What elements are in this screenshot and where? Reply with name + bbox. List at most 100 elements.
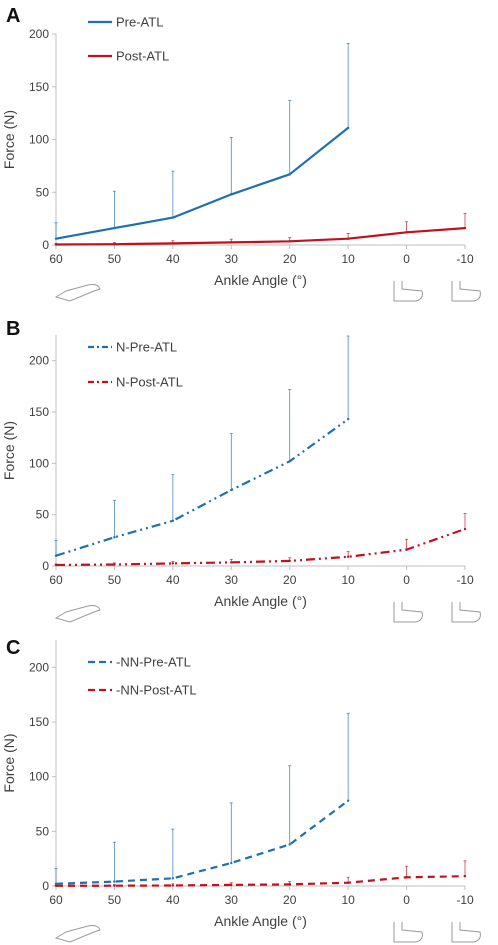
y-tick-label: 100 bbox=[29, 456, 49, 470]
x-axis-label: Ankle Angle (°) bbox=[214, 593, 307, 609]
x-tick-label: 20 bbox=[283, 573, 297, 587]
y-tick-label: 50 bbox=[36, 508, 50, 522]
foot-icon bbox=[54, 284, 101, 302]
y-axis-label: Force (N) bbox=[1, 421, 17, 480]
data-point bbox=[405, 876, 408, 879]
data-point bbox=[346, 881, 350, 884]
x-tick-label: 30 bbox=[225, 573, 239, 587]
data-point bbox=[288, 173, 291, 176]
y-tick-label: 200 bbox=[29, 660, 49, 674]
data-point bbox=[230, 561, 233, 564]
data-point bbox=[171, 519, 175, 523]
x-tick-label: 60 bbox=[49, 573, 63, 587]
y-tick-label: 50 bbox=[36, 185, 50, 199]
data-point bbox=[113, 884, 116, 887]
series-nn-pre-atl bbox=[54, 712, 350, 886]
data-point bbox=[54, 554, 58, 557]
x-tick-label: 50 bbox=[108, 893, 122, 907]
x-tick-label: 40 bbox=[166, 252, 180, 266]
foot-icon bbox=[451, 281, 481, 302]
y-axis-label: Force (N) bbox=[1, 733, 17, 792]
data-point bbox=[463, 874, 467, 878]
x-tick-label: 0 bbox=[403, 252, 410, 266]
data-point bbox=[346, 237, 350, 240]
data-point bbox=[288, 460, 291, 463]
legend-label: -NN-Post-ATL bbox=[116, 683, 197, 698]
data-point bbox=[230, 861, 233, 865]
legend-label: -NN-Pre-ATL bbox=[116, 655, 191, 670]
foot-icon bbox=[451, 922, 481, 943]
data-point bbox=[171, 216, 175, 219]
x-tick-label: 30 bbox=[225, 252, 239, 266]
panel-letter: C bbox=[6, 637, 20, 659]
foot-icon bbox=[393, 281, 423, 302]
x-tick-label: -10 bbox=[456, 573, 474, 587]
x-axis-label: Ankle Angle (°) bbox=[214, 913, 307, 929]
x-tick-label: 10 bbox=[341, 252, 355, 266]
y-tick-label: 150 bbox=[29, 715, 49, 729]
series-n-post-atl bbox=[54, 513, 467, 567]
y-tick-label: 150 bbox=[29, 80, 49, 94]
y-tick-label: 0 bbox=[42, 559, 49, 573]
legend-label: Post-ATL bbox=[116, 49, 169, 64]
x-tick-label: 60 bbox=[49, 893, 63, 907]
x-tick-label: -10 bbox=[456, 252, 474, 266]
data-point bbox=[54, 563, 58, 567]
x-tick-label: 50 bbox=[108, 252, 122, 266]
x-tick-label: 50 bbox=[108, 573, 122, 587]
data-point bbox=[346, 126, 350, 130]
x-tick-label: 20 bbox=[283, 252, 297, 266]
data-point bbox=[288, 883, 291, 886]
y-tick-label: 50 bbox=[36, 824, 50, 838]
data-point bbox=[288, 559, 291, 563]
x-tick-label: 60 bbox=[49, 252, 63, 266]
x-tick-label: 10 bbox=[341, 893, 355, 907]
y-tick-label: 0 bbox=[42, 879, 49, 893]
data-point bbox=[230, 883, 233, 887]
data-point bbox=[54, 884, 58, 887]
legend-label: N-Pre-ATL bbox=[116, 340, 177, 355]
foot-icon bbox=[393, 602, 423, 623]
data-point bbox=[54, 237, 58, 240]
data-point bbox=[230, 488, 233, 492]
data-point bbox=[113, 226, 116, 230]
series-line bbox=[55, 127, 349, 240]
data-point bbox=[171, 242, 175, 245]
data-point bbox=[113, 242, 116, 246]
foot-icon bbox=[54, 925, 101, 943]
data-point bbox=[346, 799, 350, 802]
data-point bbox=[171, 562, 175, 565]
series-nn-post-atl bbox=[54, 860, 467, 887]
data-point bbox=[288, 240, 291, 243]
data-point bbox=[346, 417, 350, 421]
data-point bbox=[230, 193, 233, 196]
x-axis-label: Ankle Angle (°) bbox=[214, 272, 307, 288]
data-point bbox=[405, 231, 408, 234]
data-point bbox=[113, 536, 116, 539]
data-point bbox=[463, 527, 467, 531]
series-line bbox=[55, 227, 466, 246]
legend-label: Pre-ATL bbox=[116, 15, 163, 30]
x-tick-label: 40 bbox=[166, 573, 180, 587]
data-point bbox=[113, 880, 116, 883]
series-n-pre-atl bbox=[54, 335, 350, 557]
legend-label: N-Post-ATL bbox=[116, 375, 183, 390]
foot-icon bbox=[393, 922, 423, 943]
x-tick-label: -10 bbox=[456, 893, 474, 907]
series-line bbox=[55, 799, 349, 885]
panel-letter: B bbox=[6, 318, 20, 340]
x-tick-label: 0 bbox=[403, 893, 410, 907]
data-point bbox=[113, 563, 116, 566]
y-tick-label: 150 bbox=[29, 405, 49, 419]
y-tick-label: 100 bbox=[29, 133, 49, 147]
data-point bbox=[405, 548, 408, 551]
data-point bbox=[288, 843, 291, 846]
panel-letter: A bbox=[6, 5, 20, 27]
y-axis-label: Force (N) bbox=[1, 110, 17, 169]
series-line bbox=[55, 527, 466, 567]
data-point bbox=[171, 884, 175, 887]
x-tick-label: 30 bbox=[225, 893, 239, 907]
